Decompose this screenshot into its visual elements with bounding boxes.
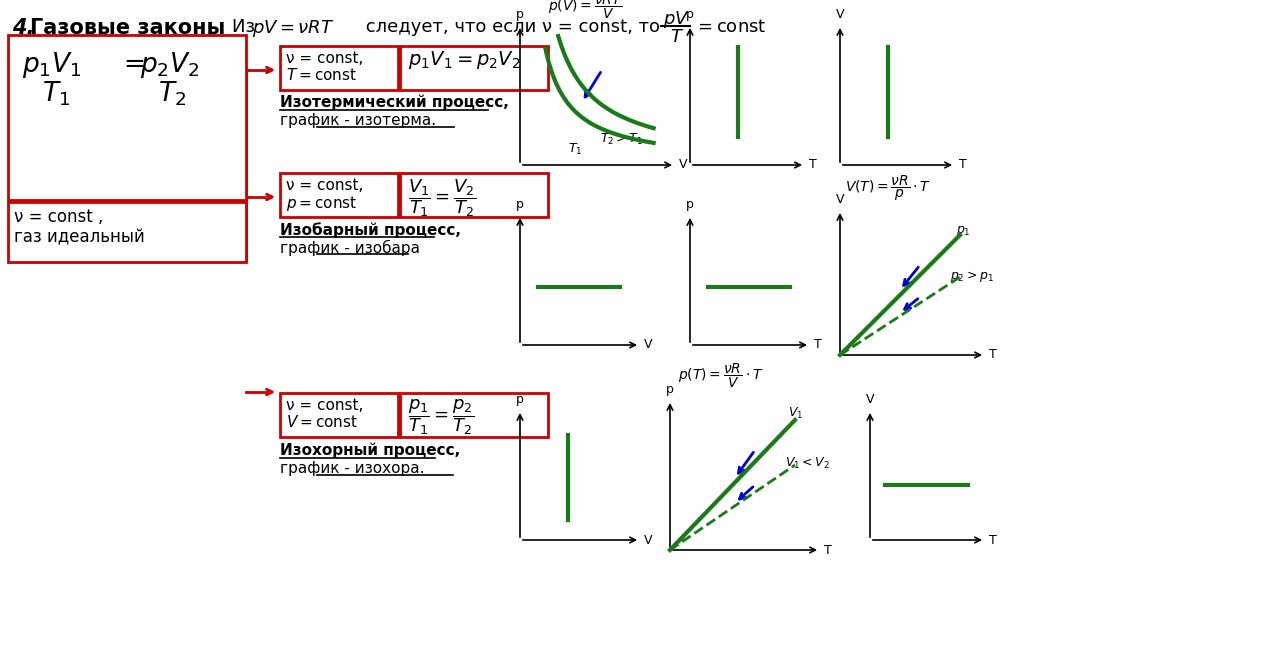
Text: $pV$: $pV$ (663, 9, 690, 30)
Text: p: p (516, 198, 524, 211)
Text: $p_1V_1 = p_2V_2$: $p_1V_1 = p_2V_2$ (408, 49, 521, 71)
Text: $pV = \nu RT$: $pV = \nu RT$ (252, 18, 334, 39)
Text: p: p (686, 198, 694, 211)
Text: $p(T)=\dfrac{\nu R}{V}\cdot T$: $p(T)=\dfrac{\nu R}{V}\cdot T$ (678, 361, 763, 390)
Text: ν = const,: ν = const, (285, 398, 364, 413)
Text: газ идеальный: газ идеальный (14, 228, 145, 246)
Bar (8, 202, 246, 262)
Bar (399, 46, 548, 90)
Text: $=$: $=$ (118, 50, 145, 76)
Bar (8, 35, 246, 200)
Text: график - изобара: график - изобара (280, 240, 420, 256)
Bar (280, 46, 398, 90)
Text: $\dfrac{p_1}{T_1} = \dfrac{p_2}{T_2}$: $\dfrac{p_1}{T_1} = \dfrac{p_2}{T_2}$ (408, 397, 475, 437)
Text: $T = \mathrm{const}$: $T = \mathrm{const}$ (285, 67, 357, 83)
Text: Газовые законы: Газовые законы (29, 18, 225, 38)
Text: V: V (644, 534, 653, 547)
Text: Изохорный процесс,: Изохорный процесс, (280, 443, 461, 458)
Text: $T$: $T$ (669, 28, 685, 46)
Text: $p(V)=\dfrac{\nu RT}{V}$: $p(V)=\dfrac{\nu RT}{V}$ (548, 0, 623, 21)
Text: $\dfrac{V_1}{T_1} = \dfrac{V_2}{T_2}$: $\dfrac{V_1}{T_1} = \dfrac{V_2}{T_2}$ (408, 177, 476, 218)
Text: p: p (516, 393, 524, 406)
Bar (399, 393, 548, 437)
Text: ν = const,: ν = const, (285, 51, 364, 66)
Text: $V_1$: $V_1$ (788, 406, 804, 421)
Text: $p_1V_1$: $p_1V_1$ (22, 50, 82, 80)
Text: T: T (959, 159, 966, 172)
Text: $p = \mathrm{const}$: $p = \mathrm{const}$ (285, 194, 357, 213)
Text: V: V (836, 8, 845, 21)
Text: V: V (678, 159, 687, 172)
Text: ν = const,: ν = const, (285, 178, 364, 193)
Text: $T_1$: $T_1$ (42, 79, 70, 107)
Text: T: T (814, 339, 822, 352)
Text: 4.: 4. (12, 18, 35, 38)
Text: Изотермический процесс,: Изотермический процесс, (280, 95, 509, 110)
Text: T: T (824, 543, 832, 556)
Text: p: p (686, 8, 694, 21)
Text: $T_2>T_1$: $T_2>T_1$ (600, 132, 644, 147)
Text: график - изотерма.: график - изотерма. (280, 113, 436, 128)
Bar (399, 173, 548, 217)
Text: $V_1<V_2$: $V_1<V_2$ (785, 456, 829, 471)
Text: T: T (989, 534, 997, 547)
Text: $T_1$: $T_1$ (568, 142, 582, 157)
Text: V: V (865, 393, 874, 406)
Text: ν = const ,: ν = const , (14, 208, 104, 226)
Text: T: T (809, 159, 817, 172)
Text: V: V (836, 193, 845, 206)
Text: $V = \mathrm{const}$: $V = \mathrm{const}$ (285, 414, 358, 430)
Text: p: p (516, 8, 524, 21)
Text: V: V (644, 339, 653, 352)
Text: следует, что если ν = const, то: следует, что если ν = const, то (360, 18, 666, 36)
Text: $p_2V_2$: $p_2V_2$ (140, 50, 200, 80)
Text: график - изохора.: график - изохора. (280, 461, 425, 476)
Text: $= \mathrm{const}$: $= \mathrm{const}$ (694, 18, 767, 36)
Text: T: T (989, 348, 997, 361)
Text: $p_1$: $p_1$ (956, 224, 970, 238)
Text: Из: Из (232, 18, 261, 36)
Text: $p_2>p_1$: $p_2>p_1$ (950, 269, 993, 284)
Text: $V(T)=\dfrac{\nu R}{p}\cdot T$: $V(T)=\dfrac{\nu R}{p}\cdot T$ (845, 174, 931, 203)
Bar (280, 173, 398, 217)
Text: $T_2$: $T_2$ (157, 79, 186, 107)
Text: Изобарный процесс,: Изобарный процесс, (280, 222, 461, 238)
Bar (280, 393, 398, 437)
Text: p: p (666, 383, 675, 396)
